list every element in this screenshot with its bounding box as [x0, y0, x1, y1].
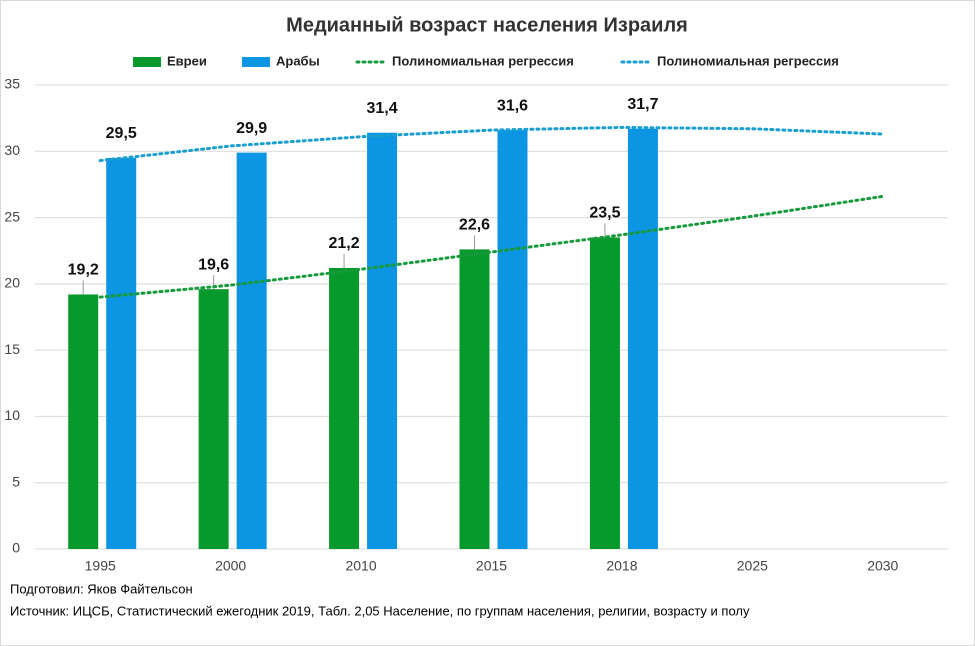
- y-tick-label: 15: [4, 341, 20, 357]
- bar: [367, 132, 398, 549]
- value-label: 29,9: [236, 120, 267, 137]
- value-label: 23,5: [589, 205, 620, 222]
- y-tick-label: 10: [4, 407, 20, 423]
- x-tick-label: 2015: [476, 558, 507, 574]
- legend-label: Евреи: [167, 53, 207, 68]
- y-tick-label: 0: [12, 540, 20, 556]
- bar: [198, 289, 229, 549]
- legend-label: Арабы: [276, 53, 320, 68]
- legend-label: Полиномиальная регрессия: [392, 53, 574, 68]
- bar: [497, 130, 528, 549]
- value-label: 19,2: [68, 262, 99, 279]
- x-tick-label: 2030: [867, 558, 898, 574]
- value-label: 19,6: [198, 256, 229, 273]
- value-label: 29,5: [106, 125, 137, 142]
- legend-label: Полиномиальная регрессия: [657, 53, 839, 68]
- value-label: 22,6: [459, 217, 490, 234]
- chart-title: Медианный возраст населения Израиля: [286, 14, 688, 36]
- y-tick-label: 20: [4, 275, 20, 291]
- bar: [459, 249, 490, 550]
- note: Подготовил: Яков Файтельсон: [10, 581, 193, 596]
- y-tick-label: 35: [4, 76, 20, 92]
- x-tick-label: 2018: [606, 558, 637, 574]
- trend-line: [98, 125, 885, 163]
- legend-swatch: [133, 57, 161, 67]
- trend-line: [98, 194, 885, 299]
- bar: [627, 128, 658, 549]
- value-label: 31,4: [367, 100, 398, 117]
- y-tick-label: 30: [4, 142, 20, 158]
- bar: [589, 237, 620, 549]
- x-tick-label: 1995: [85, 558, 116, 574]
- x-tick-label: 2000: [215, 558, 246, 574]
- bar: [236, 152, 267, 549]
- y-tick-label: 5: [12, 473, 20, 489]
- bar: [329, 267, 360, 549]
- y-tick-label: 25: [4, 208, 20, 224]
- legend-swatch: [242, 57, 270, 67]
- bar: [68, 294, 99, 549]
- note: Источник: ИЦСБ, Статистический ежегодник…: [10, 603, 750, 618]
- x-tick-label: 2025: [737, 558, 768, 574]
- value-label: 31,6: [497, 97, 528, 114]
- bar: [106, 157, 137, 549]
- x-tick-label: 2010: [345, 558, 376, 574]
- value-label: 31,7: [627, 96, 658, 113]
- value-label: 21,2: [329, 235, 360, 252]
